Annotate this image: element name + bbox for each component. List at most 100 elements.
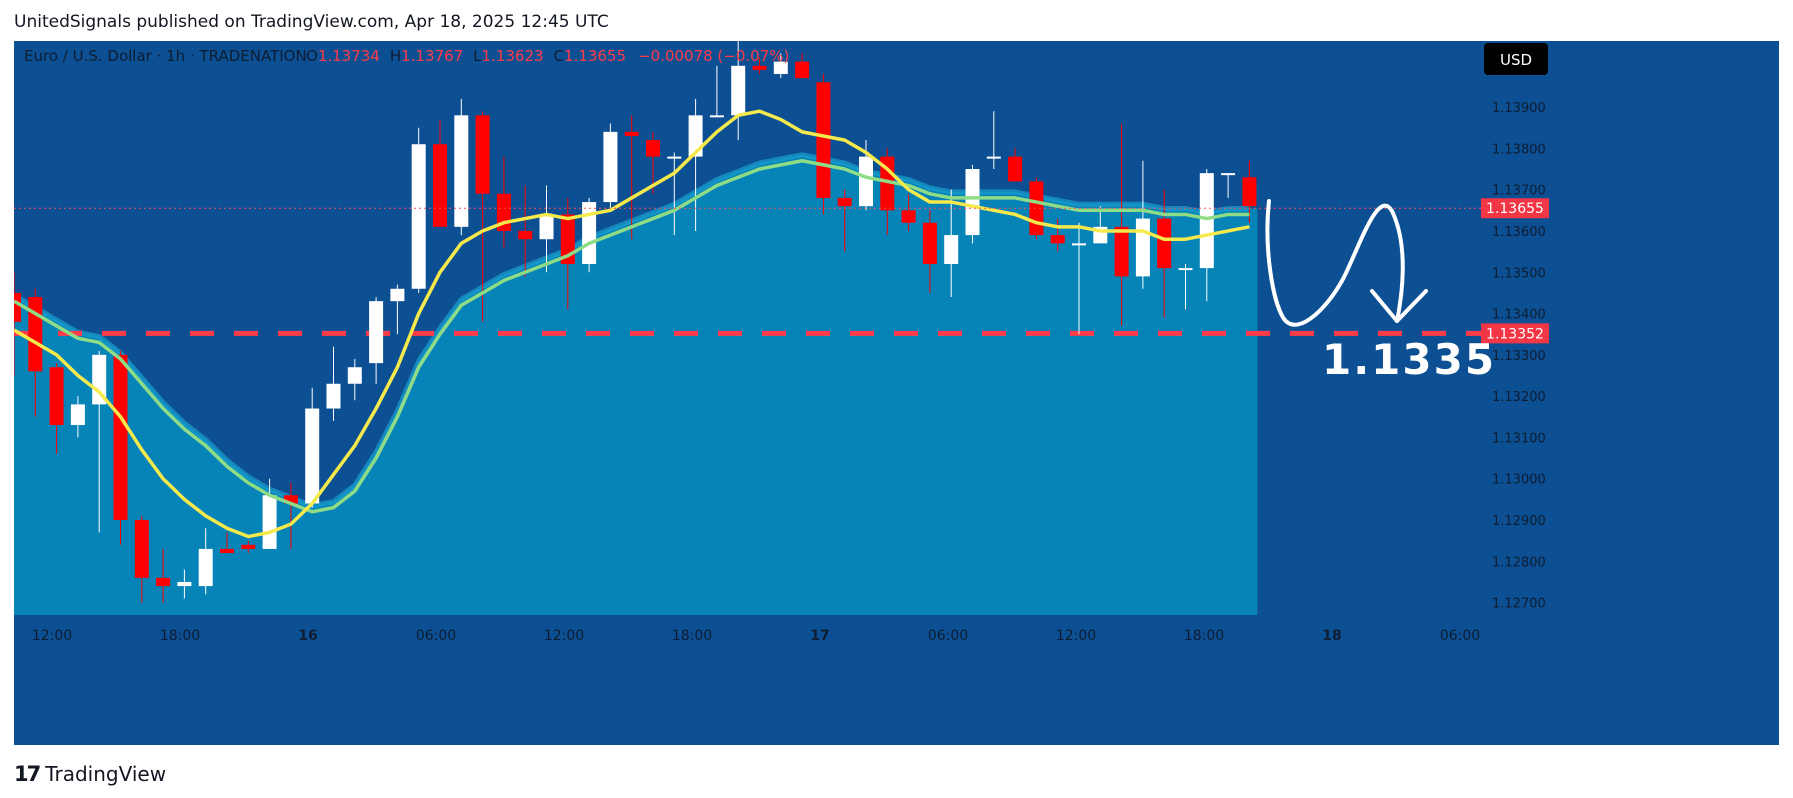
candle-body bbox=[70, 404, 85, 426]
candle-body bbox=[156, 577, 171, 587]
candle-body bbox=[1008, 156, 1023, 182]
candlestick-chart[interactable]: 1.13900 1.13800 1.13700 1.13600 1.13500 1.134… bbox=[7, 41, 1779, 745]
x-tick-label: 16 bbox=[298, 628, 317, 644]
candle bbox=[390, 284, 405, 335]
legend-close-label: C bbox=[554, 47, 564, 65]
candle bbox=[241, 540, 256, 554]
candle-body bbox=[1157, 218, 1172, 269]
y-tick-label: 1.13400 bbox=[1492, 308, 1546, 323]
candle-body bbox=[1114, 226, 1129, 277]
ema-layer bbox=[13, 109, 1250, 539]
y-tick-label: 1.13900 bbox=[1492, 101, 1546, 116]
footer-brand[interactable]: TradingView bbox=[45, 762, 167, 786]
legend-close-value: 1.13655 bbox=[564, 47, 626, 65]
candle bbox=[944, 189, 959, 298]
chart-container[interactable]: 1.13900 1.13800 1.13700 1.13600 1.13500 1.134… bbox=[7, 41, 1779, 745]
candle bbox=[795, 53, 810, 79]
candle-body bbox=[326, 383, 341, 409]
x-tick-label: 06:00 bbox=[1440, 628, 1480, 644]
x-tick-label: 18 bbox=[1322, 628, 1341, 644]
candle bbox=[773, 53, 788, 79]
y-tick-label: 1.12700 bbox=[1492, 597, 1546, 612]
y-tick-label: 1.12900 bbox=[1492, 514, 1546, 529]
tradingview-logo-icon[interactable]: 17 bbox=[14, 762, 41, 786]
candle bbox=[646, 131, 660, 194]
candle-body bbox=[305, 408, 320, 504]
currency-badge[interactable]: USD bbox=[1500, 51, 1532, 69]
candle-body bbox=[901, 210, 916, 223]
candle bbox=[454, 98, 469, 236]
legend-open-value: 1.13734 bbox=[318, 47, 380, 65]
candle-body bbox=[837, 197, 852, 207]
candle bbox=[1072, 222, 1086, 335]
legend-open-label: O bbox=[306, 47, 318, 65]
candle-body bbox=[390, 288, 405, 302]
candle-body bbox=[731, 65, 746, 116]
candle-body bbox=[816, 82, 831, 198]
candle-body bbox=[709, 115, 724, 118]
candle bbox=[688, 98, 703, 231]
x-tick-label: 06:00 bbox=[928, 628, 968, 644]
legend-change: −0.00078 (−0.07%) bbox=[638, 47, 789, 65]
candle bbox=[1242, 160, 1257, 223]
x-tick-label: 12:00 bbox=[544, 628, 584, 644]
candle bbox=[283, 482, 298, 549]
current-price-badge-bg bbox=[1481, 198, 1549, 219]
candle-body bbox=[49, 367, 64, 426]
current-price-badge: 1.13655 bbox=[1486, 201, 1544, 217]
y-tick-label: 1.13700 bbox=[1492, 184, 1546, 199]
candle bbox=[752, 57, 767, 75]
target-price-badge: 1.13352 bbox=[1486, 326, 1544, 342]
candle-body bbox=[475, 115, 490, 194]
candle-body bbox=[944, 235, 959, 264]
candle-body bbox=[198, 548, 213, 587]
candle bbox=[220, 532, 234, 554]
candle bbox=[518, 185, 533, 277]
candle-body bbox=[1135, 218, 1150, 277]
candle bbox=[305, 387, 320, 508]
candle bbox=[1029, 177, 1044, 240]
legend-high-value: 1.13767 bbox=[401, 47, 463, 65]
candle-body bbox=[134, 520, 149, 578]
candle bbox=[816, 74, 831, 215]
candle bbox=[49, 363, 64, 454]
projection-arrow bbox=[1265, 199, 1405, 327]
ema-slow-line bbox=[13, 159, 1250, 514]
x-tick-label: 12:00 bbox=[32, 628, 72, 644]
candle-body bbox=[220, 548, 234, 554]
candle bbox=[837, 189, 852, 252]
candle bbox=[134, 515, 149, 603]
candle-body bbox=[28, 297, 43, 372]
candle bbox=[1050, 218, 1065, 252]
candle-body bbox=[369, 301, 384, 364]
y-tick-label: 1.13800 bbox=[1492, 142, 1546, 157]
x-tick-label: 18:00 bbox=[672, 628, 712, 644]
candle-body bbox=[1072, 243, 1086, 246]
candle-body bbox=[113, 354, 128, 521]
candle bbox=[603, 123, 618, 211]
candle-body bbox=[624, 131, 639, 136]
x-tick-label: 18:00 bbox=[1184, 628, 1224, 644]
x-tick-label: 06:00 bbox=[416, 628, 456, 644]
candle bbox=[731, 41, 746, 141]
y-tick-label: 1.13100 bbox=[1492, 431, 1546, 446]
candle bbox=[92, 350, 107, 533]
candle bbox=[1221, 173, 1236, 198]
candle bbox=[582, 197, 597, 273]
candle-body bbox=[411, 144, 426, 289]
candle-body bbox=[1199, 173, 1214, 269]
candle-body bbox=[262, 495, 277, 549]
currency-badge-bg[interactable] bbox=[1484, 43, 1548, 75]
candle-body bbox=[667, 156, 682, 159]
candle bbox=[986, 111, 1001, 170]
x-axis: 12:00 18:00 16 06:00 12:00 18:00 17 06:00 12:00 1… bbox=[14, 615, 1779, 745]
legend-low-label: L bbox=[473, 47, 482, 65]
candle bbox=[1157, 189, 1172, 318]
candle bbox=[1008, 148, 1023, 182]
arrow-head-icon bbox=[1370, 289, 1428, 323]
footer: 17 TradingView bbox=[14, 762, 166, 786]
candle-body bbox=[433, 144, 447, 227]
candle-body bbox=[1242, 177, 1257, 207]
candle bbox=[901, 193, 916, 231]
candle-body bbox=[965, 169, 980, 236]
